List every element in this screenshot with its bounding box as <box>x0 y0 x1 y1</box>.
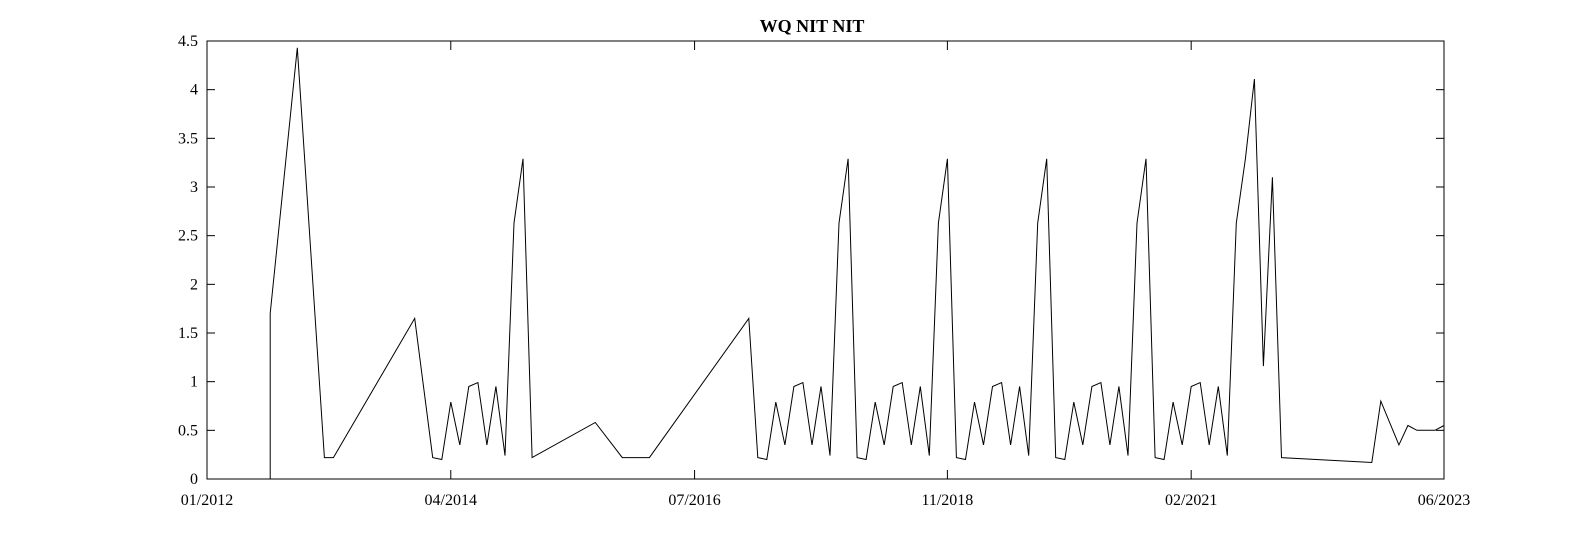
x-tick-label: 01/2012 <box>181 492 233 509</box>
y-tick-label: 0 <box>190 471 198 488</box>
x-tick-label: 07/2016 <box>668 492 720 509</box>
plot-frame <box>206 40 1445 480</box>
y-tick-label: 3 <box>190 179 198 196</box>
x-tick-label: 11/2018 <box>921 492 973 509</box>
x-tick-label: 04/2014 <box>425 492 477 509</box>
y-tick-label: 1 <box>190 374 198 391</box>
x-tick-label: 06/2023 <box>1418 492 1470 509</box>
chart-title: WQ NIT NIT <box>760 16 865 36</box>
x-tick-label: 02/2021 <box>1165 492 1217 509</box>
series-line <box>207 47 1445 480</box>
y-tick-label: 0.5 <box>178 422 198 439</box>
y-tick-label: 2.5 <box>178 228 198 245</box>
y-tick-label: 1.5 <box>178 325 198 342</box>
y-tick-label: 2 <box>190 276 198 293</box>
y-tick-label: 3.5 <box>178 130 198 147</box>
y-tick-label: 4.5 <box>178 33 198 50</box>
y-tick-label: 4 <box>190 82 198 99</box>
